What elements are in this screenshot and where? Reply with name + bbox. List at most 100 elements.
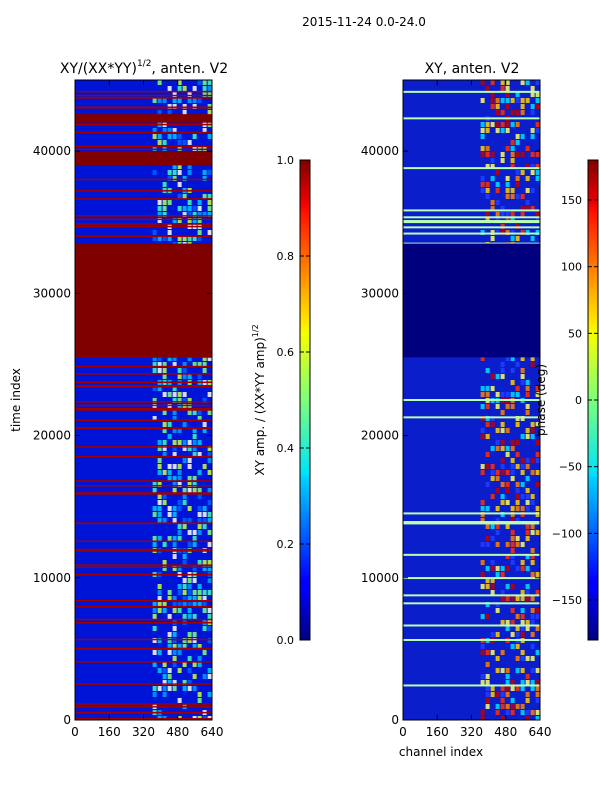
heatmap-cell xyxy=(152,134,157,139)
heatmap-cell xyxy=(187,506,192,511)
left-colorbar-label: XY amp. / (XX*YY amp)1/2 xyxy=(251,324,267,475)
heatmap-cell xyxy=(182,524,187,529)
heatmap-cell xyxy=(510,464,515,469)
heatmap-cell xyxy=(505,92,510,97)
heatmap-cell xyxy=(480,98,485,103)
heatmap-cell xyxy=(515,668,520,673)
heatmap-cell xyxy=(485,416,490,421)
heatmap-cell xyxy=(485,584,490,589)
heatmap-cell xyxy=(172,602,177,607)
heatmap-cell xyxy=(490,386,495,391)
heatmap-cell xyxy=(182,638,187,643)
heatmap-cell xyxy=(157,356,162,361)
heatmap-cell xyxy=(167,470,172,475)
heatmap-cell xyxy=(162,560,167,565)
heatmap-cell xyxy=(500,512,505,517)
heatmap-cell xyxy=(162,662,167,667)
heatmap-cell xyxy=(510,404,515,409)
heatmap-cell xyxy=(520,212,525,217)
heatmap-cell xyxy=(207,110,212,115)
heatmap-cell xyxy=(510,470,515,475)
heatmap-streak xyxy=(75,198,212,200)
heatmap-cell xyxy=(182,392,187,397)
heatmap-cell xyxy=(187,98,192,103)
heatmap-cell xyxy=(197,584,202,589)
heatmap-cell xyxy=(490,416,495,421)
heatmap-cell xyxy=(530,428,535,433)
heatmap-cell xyxy=(500,458,505,463)
heatmap-cell xyxy=(192,542,197,547)
heatmap-cell xyxy=(162,140,167,145)
heatmap-cell xyxy=(520,512,525,517)
heatmap-cell xyxy=(187,482,192,487)
heatmap-cell xyxy=(495,170,500,175)
heatmap-cell xyxy=(530,152,535,157)
heatmap-cell xyxy=(177,98,182,103)
heatmap-cell xyxy=(177,602,182,607)
heatmap-cell xyxy=(505,122,510,127)
heatmap-cell xyxy=(207,560,212,565)
heatmap-cell xyxy=(187,170,192,175)
heatmap-cell xyxy=(197,656,202,661)
heatmap-cell xyxy=(197,146,202,151)
heatmap-cell xyxy=(182,590,187,595)
heatmap-cell xyxy=(182,602,187,607)
heatmap-cell xyxy=(192,482,197,487)
heatmap-streak xyxy=(403,512,540,515)
heatmap-cell xyxy=(207,608,212,613)
heatmap-cell xyxy=(495,128,500,133)
heatmap-cell xyxy=(207,194,212,199)
heatmap-cell xyxy=(157,596,162,601)
heatmap-cell xyxy=(167,596,172,601)
heatmap-cell xyxy=(505,566,510,571)
heatmap-cell xyxy=(510,158,515,163)
heatmap-cell xyxy=(187,632,192,637)
heatmap-cell xyxy=(530,632,535,637)
colorbar-tick-label: 150 xyxy=(561,194,582,207)
heatmap-cell xyxy=(207,446,212,451)
heatmap-cell xyxy=(187,374,192,379)
heatmap-cell xyxy=(187,212,192,217)
heatmap-streak xyxy=(75,97,212,99)
heatmap-cell xyxy=(495,566,500,571)
heatmap-cell xyxy=(172,644,177,649)
heatmap-cell xyxy=(182,422,187,427)
heatmap-cell xyxy=(167,134,172,139)
heatmap-cell xyxy=(525,656,530,661)
colorbar-tick-label: 1.0 xyxy=(277,154,295,167)
heatmap-cell xyxy=(162,212,167,217)
heatmap-cell xyxy=(177,134,182,139)
heatmap-cell xyxy=(500,440,505,445)
heatmap-cell xyxy=(500,590,505,595)
heatmap-cell xyxy=(197,206,202,211)
heatmap-cell xyxy=(520,506,525,511)
heatmap-streak xyxy=(75,446,212,448)
heatmap-cell xyxy=(207,470,212,475)
heatmap-cell xyxy=(187,398,192,403)
heatmap-cell xyxy=(172,134,177,139)
heatmap-cell xyxy=(480,428,485,433)
heatmap-cell xyxy=(510,704,515,709)
heatmap-cell xyxy=(535,650,540,655)
heatmap-cell xyxy=(525,596,530,601)
heatmap-cell xyxy=(167,506,172,511)
heatmap-cell xyxy=(152,398,157,403)
heatmap-cell xyxy=(500,212,505,217)
heatmap-cell xyxy=(177,206,182,211)
heatmap-cell xyxy=(152,230,157,235)
heatmap-cell xyxy=(207,104,212,109)
heatmap-cell xyxy=(480,416,485,421)
heatmap-cell xyxy=(535,122,540,127)
heatmap-cell xyxy=(157,608,162,613)
heatmap-cell xyxy=(187,614,192,619)
heatmap-cell xyxy=(490,374,495,379)
x-tick-label: 640 xyxy=(201,725,224,739)
heatmap-cell xyxy=(197,488,202,493)
heatmap-cell xyxy=(485,464,490,469)
heatmap-cell xyxy=(530,686,535,691)
heatmap-cell xyxy=(172,506,177,511)
heatmap-cell xyxy=(192,536,197,541)
heatmap-cell xyxy=(172,650,177,655)
heatmap-cell xyxy=(197,716,202,720)
heatmap-cell xyxy=(495,104,500,109)
